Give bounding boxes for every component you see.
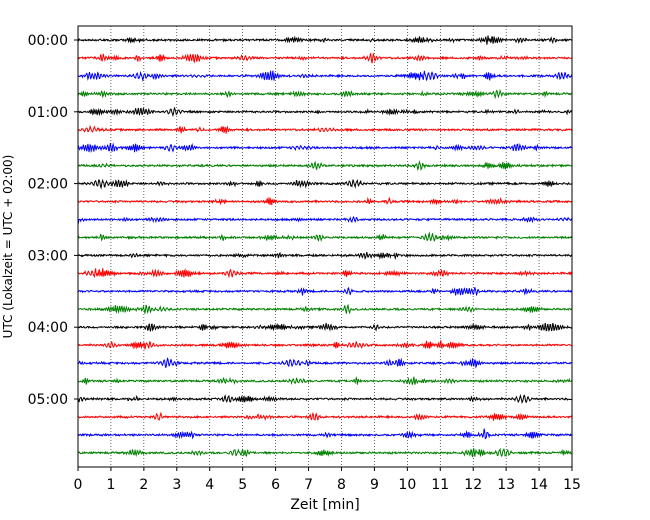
seismogram-trace: [77, 160, 573, 171]
seismogram-trace: [77, 52, 573, 64]
y-tick-label: 02:00: [28, 177, 68, 193]
seismogram-trace: [77, 393, 573, 405]
y-tick-label: 00:00: [28, 33, 68, 49]
x-tick-label: 13: [497, 477, 515, 493]
seismogram-trace: [77, 88, 573, 100]
seismogram-trace: [77, 196, 573, 206]
x-tick-label: 3: [172, 477, 181, 493]
seismogram-trace: [77, 106, 573, 117]
seismogram-trace: [77, 215, 573, 224]
x-tick-label: 0: [74, 477, 83, 493]
y-tick-label: 04:00: [28, 320, 68, 336]
x-tick-label: 15: [563, 477, 581, 493]
y-axis-label: UTC (Lokalzeit = UTC + 02:00): [1, 155, 15, 339]
x-tick-label: 12: [464, 477, 482, 493]
x-tick-label: 2: [139, 477, 148, 493]
y-tick-label: 01:00: [28, 105, 68, 121]
plot-frame: [77, 25, 573, 468]
seismogram-trace: [77, 411, 573, 422]
seismogram-trace: [77, 357, 573, 369]
seismogram-trace: [77, 178, 573, 190]
seismogram-trace: [77, 340, 573, 350]
seismogram-trace: [77, 322, 573, 332]
x-tick-label: 10: [398, 477, 416, 493]
y-axis-ticks: 00:00 01:00 02:00 03:00 04:00 05:00: [28, 33, 78, 408]
seismogram-trace: [77, 267, 573, 279]
seismogram-trace: [77, 447, 573, 458]
seismogram-trace: [77, 124, 573, 134]
seismogram-trace: [77, 428, 573, 440]
seismogram-trace: [77, 231, 573, 243]
seismogram-trace: [77, 287, 573, 297]
x-tick-label: 11: [431, 477, 449, 493]
seismogram-trace: [77, 376, 573, 386]
x-tick-label: 8: [337, 477, 346, 493]
x-tick-label: 1: [106, 477, 115, 493]
x-tick-label: 6: [271, 477, 280, 493]
seismogram-trace: [77, 303, 573, 315]
x-axis-ticks: 0 1 2 3 4 5 6 7 8 9 10 11 12 13 14 15: [74, 467, 581, 493]
x-tick-label: 4: [205, 477, 214, 493]
x-tick-label: 9: [370, 477, 379, 493]
seismogram-traces: [77, 35, 573, 458]
seismogram-trace: [77, 251, 573, 261]
x-tick-label: 14: [530, 477, 548, 493]
seismogram-trace: [77, 35, 573, 45]
seismogram-trace: [77, 142, 573, 154]
y-tick-label: 03:00: [28, 248, 68, 264]
x-axis-label: Zeit [min]: [290, 497, 359, 513]
x-tick-label: 5: [238, 477, 247, 493]
x-tick-label: 7: [304, 477, 313, 493]
y-tick-label: 05:00: [28, 392, 68, 408]
seismogram-trace: [77, 70, 573, 82]
